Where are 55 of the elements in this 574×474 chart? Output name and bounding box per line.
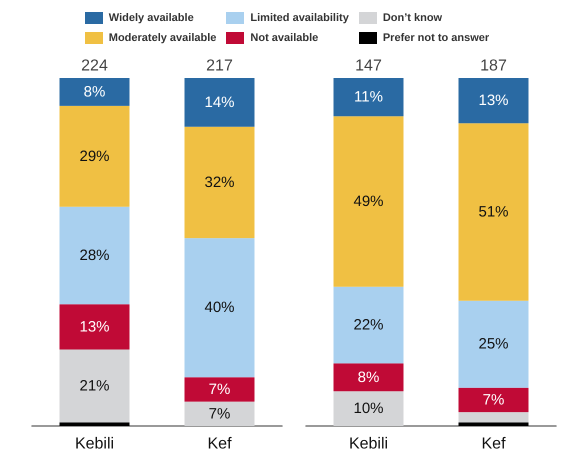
text: 224 (81, 58, 108, 74)
bar (334, 391, 404, 426)
data-label: 14% (204, 94, 235, 111)
bar (334, 116, 404, 287)
bar (60, 422, 130, 426)
bar (458, 412, 528, 423)
x-tick-label: Kef (481, 436, 506, 452)
data-label: 49% (353, 193, 384, 210)
data-label: 7% (482, 391, 504, 408)
data-label: 8% (358, 368, 380, 386)
x-tick-label: Kebili (74, 436, 114, 452)
data-label: 13% (478, 92, 509, 110)
bar (458, 300, 528, 388)
bar (60, 206, 130, 304)
data-label: 8% (84, 83, 106, 100)
data-label: 7% (208, 380, 230, 398)
bar (334, 286, 404, 364)
data-label: 32% (204, 174, 235, 191)
bar (184, 238, 254, 378)
bar (184, 377, 254, 402)
data-label: 40% (204, 299, 235, 316)
data-label: 28% (79, 246, 110, 264)
x-tick-label: Kef (207, 436, 232, 452)
bar (60, 349, 130, 423)
legend-label: Don’t know (382, 12, 442, 24)
text: 187 (480, 58, 507, 74)
legend-label: Widely available (108, 12, 194, 24)
data-label: 51% (478, 203, 509, 220)
data-label: 11% (354, 88, 383, 106)
x-tick-label: Kebili (348, 436, 388, 452)
text: 147 (355, 58, 382, 74)
bar (184, 402, 254, 426)
data-label: 13% (79, 318, 110, 336)
text: 217 (206, 58, 233, 74)
data-label: 25% (478, 336, 509, 353)
bar (184, 126, 254, 238)
data-label: 22% (353, 316, 384, 334)
bar (458, 78, 528, 124)
legend-label: Moderately available (108, 32, 216, 44)
bar (60, 106, 130, 207)
bar (60, 304, 130, 350)
bar (184, 78, 254, 127)
bar (458, 123, 528, 301)
data-label: 21% (79, 377, 110, 394)
bar (458, 422, 528, 426)
data-label: 10% (353, 400, 384, 418)
data-label: 29% (79, 148, 110, 165)
bar (334, 363, 404, 392)
legend-label: Not available (250, 32, 318, 44)
bar (60, 78, 130, 106)
data-label: 7% (208, 405, 230, 422)
bar (334, 78, 404, 116)
legend-label: Prefer not to answer (382, 32, 490, 44)
legend-label: Limited availability (250, 12, 349, 24)
bar (458, 388, 528, 412)
